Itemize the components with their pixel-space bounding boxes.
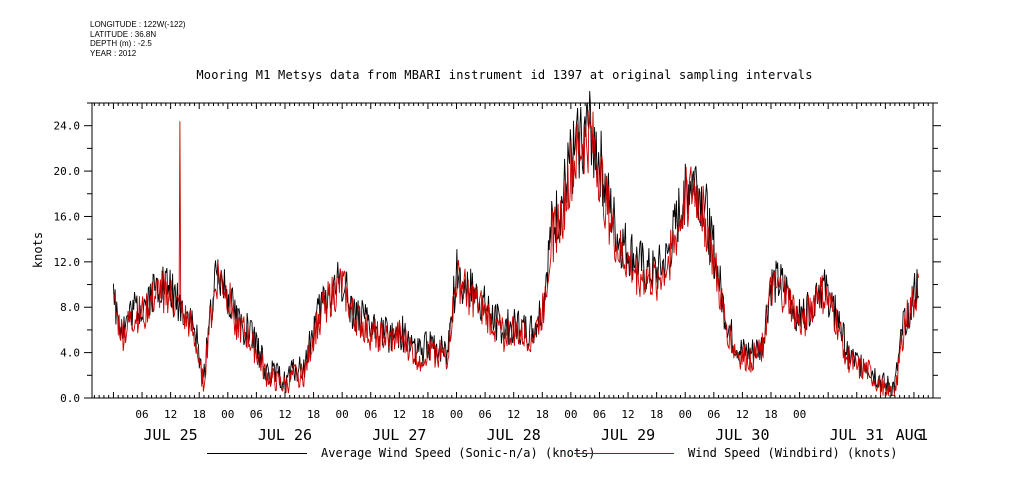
chart-title: Mooring M1 Metsys data from MBARI instru… xyxy=(196,68,813,82)
x-tick-label: 00 xyxy=(336,408,349,421)
x-tick-label: 12 xyxy=(164,408,177,421)
longitude-label: LONGITUDE : 122W(-122) xyxy=(90,20,186,29)
metadata-block: LONGITUDE : 122W(-122) LATITUDE : 36.8N … xyxy=(90,20,186,58)
x-day-label: JUL 26 xyxy=(258,426,312,444)
x-tick-label: 18 xyxy=(764,408,777,421)
y-tick-label: 4.0 xyxy=(60,347,80,360)
x-tick-label: 00 xyxy=(564,408,577,421)
y-tick-label: 24.0 xyxy=(54,120,81,133)
y-tick-label: 16.0 xyxy=(54,210,81,223)
y-axis-label: knots xyxy=(31,232,45,268)
x-day-label: JUL 25 xyxy=(144,426,198,444)
x-day-label: JUL 27 xyxy=(372,426,426,444)
x-tick-label: 18 xyxy=(421,408,434,421)
legend-line-windbird xyxy=(574,453,674,454)
x-tick-label: 00 xyxy=(679,408,692,421)
y-tick-label: 12.0 xyxy=(54,256,81,269)
x-tick-label: 06 xyxy=(593,408,606,421)
series-line-windbird xyxy=(112,110,920,397)
x-day-label: JUL 31 xyxy=(830,426,884,444)
year-label: YEAR : 2012 xyxy=(90,48,137,58)
legend-label-windbird: Wind Speed (Windbird) (knots) xyxy=(688,446,898,460)
x-tick-label: 12 xyxy=(393,408,406,421)
x-tick-label: 12 xyxy=(621,408,634,421)
legend-item-windbird: Wind Speed (Windbird) (knots) xyxy=(574,446,898,460)
latitude-label: LATITUDE : 36.8N xyxy=(90,29,157,39)
x-tick-label: 18 xyxy=(307,408,320,421)
legend-line-sonic xyxy=(207,453,307,454)
x-tick-label: 06 xyxy=(707,408,720,421)
legend-item-sonic: Average Wind Speed (Sonic-n/a) (knots) xyxy=(207,446,596,460)
x-tick-label: 06 xyxy=(250,408,263,421)
depth-label: DEPTH (m) : -2.5 xyxy=(90,39,152,48)
series-line-sonic xyxy=(112,90,920,397)
x-tick-label: 06 xyxy=(364,408,377,421)
x-tick-label: 18 xyxy=(536,408,549,421)
x-tick-label: 12 xyxy=(507,408,520,421)
x-tick-label: 12 xyxy=(278,408,291,421)
y-tick-label: 0.0 xyxy=(60,392,80,405)
x-day-label: JUL 29 xyxy=(601,426,655,444)
plot-frame xyxy=(91,102,934,399)
legend-label-sonic: Average Wind Speed (Sonic-n/a) (knots) xyxy=(321,446,596,460)
x-tick-label: 12 xyxy=(736,408,749,421)
x-tick-label: 00 xyxy=(221,408,234,421)
x-tick-label: 00 xyxy=(450,408,463,421)
x-tick-label: 06 xyxy=(135,408,148,421)
x-tick-label: 18 xyxy=(193,408,206,421)
y-tick-label: 20.0 xyxy=(54,165,81,178)
x-day-label: AUG xyxy=(896,426,923,444)
x-tick-label: 06 xyxy=(478,408,491,421)
y-tick-label: 8.0 xyxy=(60,301,80,314)
x-day-label: 1 xyxy=(919,426,928,444)
x-tick-label: 18 xyxy=(650,408,663,421)
x-tick-label: 00 xyxy=(793,408,806,421)
x-day-label: JUL 28 xyxy=(487,426,541,444)
x-day-label: JUL 30 xyxy=(715,426,769,444)
